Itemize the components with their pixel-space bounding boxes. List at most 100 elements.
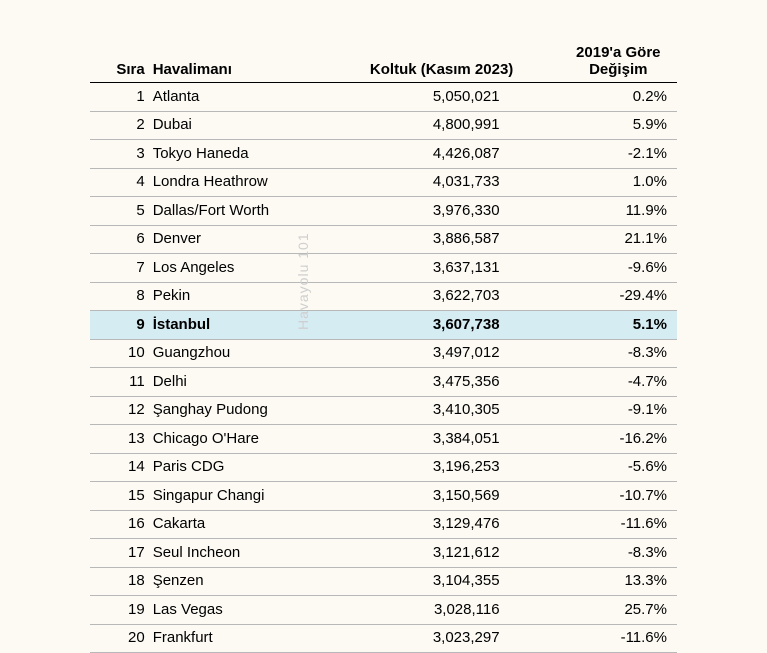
cell-seats: 4,800,991	[364, 111, 560, 140]
cell-rank: 14	[90, 453, 149, 482]
cell-rank: 2	[90, 111, 149, 140]
cell-seats: 3,384,051	[364, 425, 560, 454]
cell-airport: Atlanta	[149, 83, 364, 112]
cell-airport: Guangzhou	[149, 339, 364, 368]
table-row: 10Guangzhou3,497,012-8.3%	[90, 339, 677, 368]
cell-change: 0.2%	[560, 83, 677, 112]
cell-change: -8.3%	[560, 339, 677, 368]
cell-rank: 9	[90, 311, 149, 340]
table-row: 1Atlanta5,050,0210.2%	[90, 83, 677, 112]
cell-airport: Denver	[149, 225, 364, 254]
cell-change: 5.1%	[560, 311, 677, 340]
cell-rank: 15	[90, 482, 149, 511]
cell-airport: Londra Heathrow	[149, 168, 364, 197]
cell-airport: Şenzen	[149, 567, 364, 596]
cell-change: -16.2%	[560, 425, 677, 454]
header-change: 2019'a Göre Değişim	[560, 40, 677, 83]
table-row: 3Tokyo Haneda4,426,087-2.1%	[90, 140, 677, 169]
cell-rank: 6	[90, 225, 149, 254]
cell-seats: 3,497,012	[364, 339, 560, 368]
cell-change: 21.1%	[560, 225, 677, 254]
cell-change: -2.1%	[560, 140, 677, 169]
cell-airport: Frankfurt	[149, 624, 364, 653]
cell-airport: Cakarta	[149, 510, 364, 539]
cell-seats: 3,622,703	[364, 282, 560, 311]
table-row: 20Frankfurt3,023,297-11.6%	[90, 624, 677, 653]
cell-change: -9.6%	[560, 254, 677, 283]
cell-rank: 8	[90, 282, 149, 311]
table-row: 17Seul Incheon3,121,612-8.3%	[90, 539, 677, 568]
cell-airport: İstanbul	[149, 311, 364, 340]
cell-rank: 19	[90, 596, 149, 625]
cell-rank: 7	[90, 254, 149, 283]
cell-rank: 10	[90, 339, 149, 368]
table-row: 2Dubai4,800,9915.9%	[90, 111, 677, 140]
header-rank: Sıra	[90, 40, 149, 83]
table-row: 13Chicago O'Hare3,384,051-16.2%	[90, 425, 677, 454]
cell-airport: Tokyo Haneda	[149, 140, 364, 169]
cell-change: -29.4%	[560, 282, 677, 311]
cell-rank: 13	[90, 425, 149, 454]
cell-rank: 1	[90, 83, 149, 112]
cell-change: 1.0%	[560, 168, 677, 197]
cell-rank: 11	[90, 368, 149, 397]
cell-seats: 3,196,253	[364, 453, 560, 482]
table-row: 9İstanbul3,607,7385.1%	[90, 311, 677, 340]
airports-table: Sıra Havalimanı Koltuk (Kasım 2023) 2019…	[90, 40, 677, 653]
cell-airport: Los Angeles	[149, 254, 364, 283]
cell-change: -8.3%	[560, 539, 677, 568]
cell-rank: 20	[90, 624, 149, 653]
table-row: 14Paris CDG3,196,253-5.6%	[90, 453, 677, 482]
cell-rank: 3	[90, 140, 149, 169]
table-row: 5Dallas/Fort Worth3,976,33011.9%	[90, 197, 677, 226]
table-row: 12Şanghay Pudong3,410,305-9.1%	[90, 396, 677, 425]
table-row: 4Londra Heathrow4,031,7331.0%	[90, 168, 677, 197]
cell-seats: 3,150,569	[364, 482, 560, 511]
cell-rank: 18	[90, 567, 149, 596]
header-seats: Koltuk (Kasım 2023)	[364, 40, 560, 83]
cell-airport: Delhi	[149, 368, 364, 397]
cell-airport: Seul Incheon	[149, 539, 364, 568]
table-row: 6Denver3,886,58721.1%	[90, 225, 677, 254]
cell-seats: 3,028,116	[364, 596, 560, 625]
header-airport: Havalimanı	[149, 40, 364, 83]
cell-rank: 12	[90, 396, 149, 425]
cell-airport: Pekin	[149, 282, 364, 311]
cell-airport: Dallas/Fort Worth	[149, 197, 364, 226]
cell-change: -11.6%	[560, 624, 677, 653]
cell-rank: 16	[90, 510, 149, 539]
cell-change: -4.7%	[560, 368, 677, 397]
cell-seats: 3,410,305	[364, 396, 560, 425]
table-row: 7Los Angeles3,637,131-9.6%	[90, 254, 677, 283]
table-row: 15Singapur Changi3,150,569-10.7%	[90, 482, 677, 511]
cell-rank: 17	[90, 539, 149, 568]
cell-change: 11.9%	[560, 197, 677, 226]
cell-seats: 3,129,476	[364, 510, 560, 539]
cell-seats: 4,426,087	[364, 140, 560, 169]
cell-seats: 3,637,131	[364, 254, 560, 283]
cell-change: -5.6%	[560, 453, 677, 482]
cell-airport: Singapur Changi	[149, 482, 364, 511]
cell-airport: Las Vegas	[149, 596, 364, 625]
cell-airport: Chicago O'Hare	[149, 425, 364, 454]
cell-change: -9.1%	[560, 396, 677, 425]
table-row: 18Şenzen3,104,35513.3%	[90, 567, 677, 596]
table-header-row: Sıra Havalimanı Koltuk (Kasım 2023) 2019…	[90, 40, 677, 83]
cell-airport: Şanghay Pudong	[149, 396, 364, 425]
table-row: 8Pekin3,622,703-29.4%	[90, 282, 677, 311]
cell-seats: 4,031,733	[364, 168, 560, 197]
table-row: 11Delhi3,475,356-4.7%	[90, 368, 677, 397]
cell-change: -11.6%	[560, 510, 677, 539]
cell-seats: 3,121,612	[364, 539, 560, 568]
cell-rank: 4	[90, 168, 149, 197]
cell-airport: Dubai	[149, 111, 364, 140]
cell-change: -10.7%	[560, 482, 677, 511]
cell-seats: 3,976,330	[364, 197, 560, 226]
cell-seats: 3,607,738	[364, 311, 560, 340]
cell-rank: 5	[90, 197, 149, 226]
cell-seats: 3,104,355	[364, 567, 560, 596]
cell-seats: 3,023,297	[364, 624, 560, 653]
cell-change: 13.3%	[560, 567, 677, 596]
table-row: 19Las Vegas3,028,11625.7%	[90, 596, 677, 625]
cell-change: 25.7%	[560, 596, 677, 625]
